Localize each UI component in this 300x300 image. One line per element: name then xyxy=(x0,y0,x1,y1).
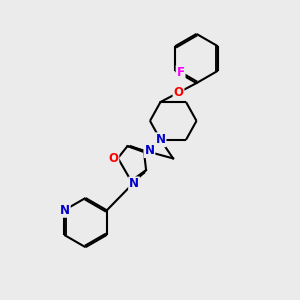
Text: N: N xyxy=(60,204,70,217)
Text: O: O xyxy=(108,152,118,165)
Text: O: O xyxy=(173,86,184,99)
Text: N: N xyxy=(155,133,166,146)
Text: N: N xyxy=(129,177,139,190)
Text: F: F xyxy=(177,66,184,79)
Text: N: N xyxy=(144,144,154,157)
